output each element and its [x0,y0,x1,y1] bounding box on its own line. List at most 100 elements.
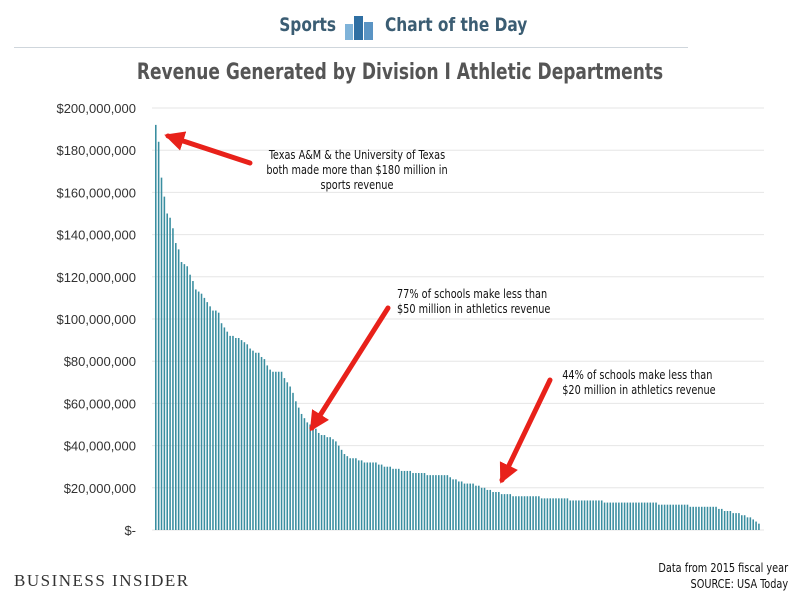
bar [746,517,749,530]
bar [580,500,583,530]
bar [309,424,311,530]
series-label: Chart of the Day [385,14,528,36]
bar [169,217,171,530]
bar [640,502,643,530]
bar [595,500,597,530]
bar [229,335,231,530]
bar [689,506,692,530]
bar [280,371,283,530]
annotation-44-percent: 44% of schools make less than $20 millio… [562,368,716,397]
bar [635,502,637,530]
bar [192,281,194,530]
bar [463,483,466,530]
bar [589,500,592,530]
bar [212,310,214,530]
bar [752,519,754,530]
bar [443,475,446,530]
bar [155,124,157,530]
bar [166,213,168,530]
bar [558,498,560,530]
bar [492,492,494,530]
bar [483,487,486,530]
bar [275,371,277,530]
bar [543,498,546,530]
bar [423,473,426,530]
bar [266,365,269,530]
bar [586,500,589,530]
bar [157,141,160,530]
bar [738,513,740,530]
bar [678,504,680,530]
bar [183,264,186,530]
bar [403,470,406,530]
bar [449,477,451,530]
bar [529,496,532,530]
y-tick-label: $40,000,000 [64,439,136,454]
bar [526,496,529,530]
y-tick-label: $160,000,000 [56,185,136,200]
bar [649,502,652,530]
bar [272,371,274,530]
bar [478,485,480,530]
bar [503,494,506,530]
bar [269,369,271,530]
bar [380,464,383,530]
bar [257,352,260,530]
bar [623,502,626,530]
bar [518,496,520,530]
bar [235,337,237,530]
y-tick-label: $140,000,000 [56,228,136,243]
bar [197,291,200,530]
annotation-77-percent: 77% of schools make less than $50 millio… [397,287,551,316]
bar [357,460,360,530]
bar [217,312,220,530]
bar [683,504,686,530]
bar [629,502,632,530]
bar [729,511,732,530]
chart-title: Revenue Generated by Division I Athletic… [136,60,664,85]
bar [552,498,554,530]
bar [186,266,189,530]
bar [375,462,377,530]
bar [609,502,612,530]
bar [666,504,669,530]
bar [626,502,629,530]
y-axis-tick-labels: $- $20,000,000 $40,000,000 $60,000,000 $80,0… [56,101,136,538]
bar-series [155,124,760,531]
bar [495,492,497,530]
bar [163,196,166,530]
bar [460,481,463,530]
bar [669,504,672,530]
bar [177,249,180,530]
bar [532,496,534,530]
bar [415,473,417,530]
bar [337,445,340,530]
arrow-77-percent [309,305,391,432]
chart-header: Sports Chart of the Day [0,0,800,48]
bar [366,462,369,530]
bar [703,506,706,530]
bar [303,418,306,530]
bar [369,462,371,530]
bar [606,502,609,530]
bar [440,475,443,530]
bar [692,506,694,530]
bar [615,502,617,530]
bar [538,496,540,530]
bar [555,498,557,530]
bar [323,435,326,530]
bar [246,344,249,530]
y-tick-label: $100,000,000 [56,312,136,327]
bar [252,350,254,530]
bar [175,243,177,531]
bar [663,504,666,530]
bar [220,323,223,530]
bar [549,498,552,530]
bar [489,489,492,530]
bar [277,371,280,530]
bar [312,426,314,530]
bar [426,475,429,530]
bar [297,407,300,530]
annotation-arrows [164,131,553,484]
bar [755,521,757,530]
